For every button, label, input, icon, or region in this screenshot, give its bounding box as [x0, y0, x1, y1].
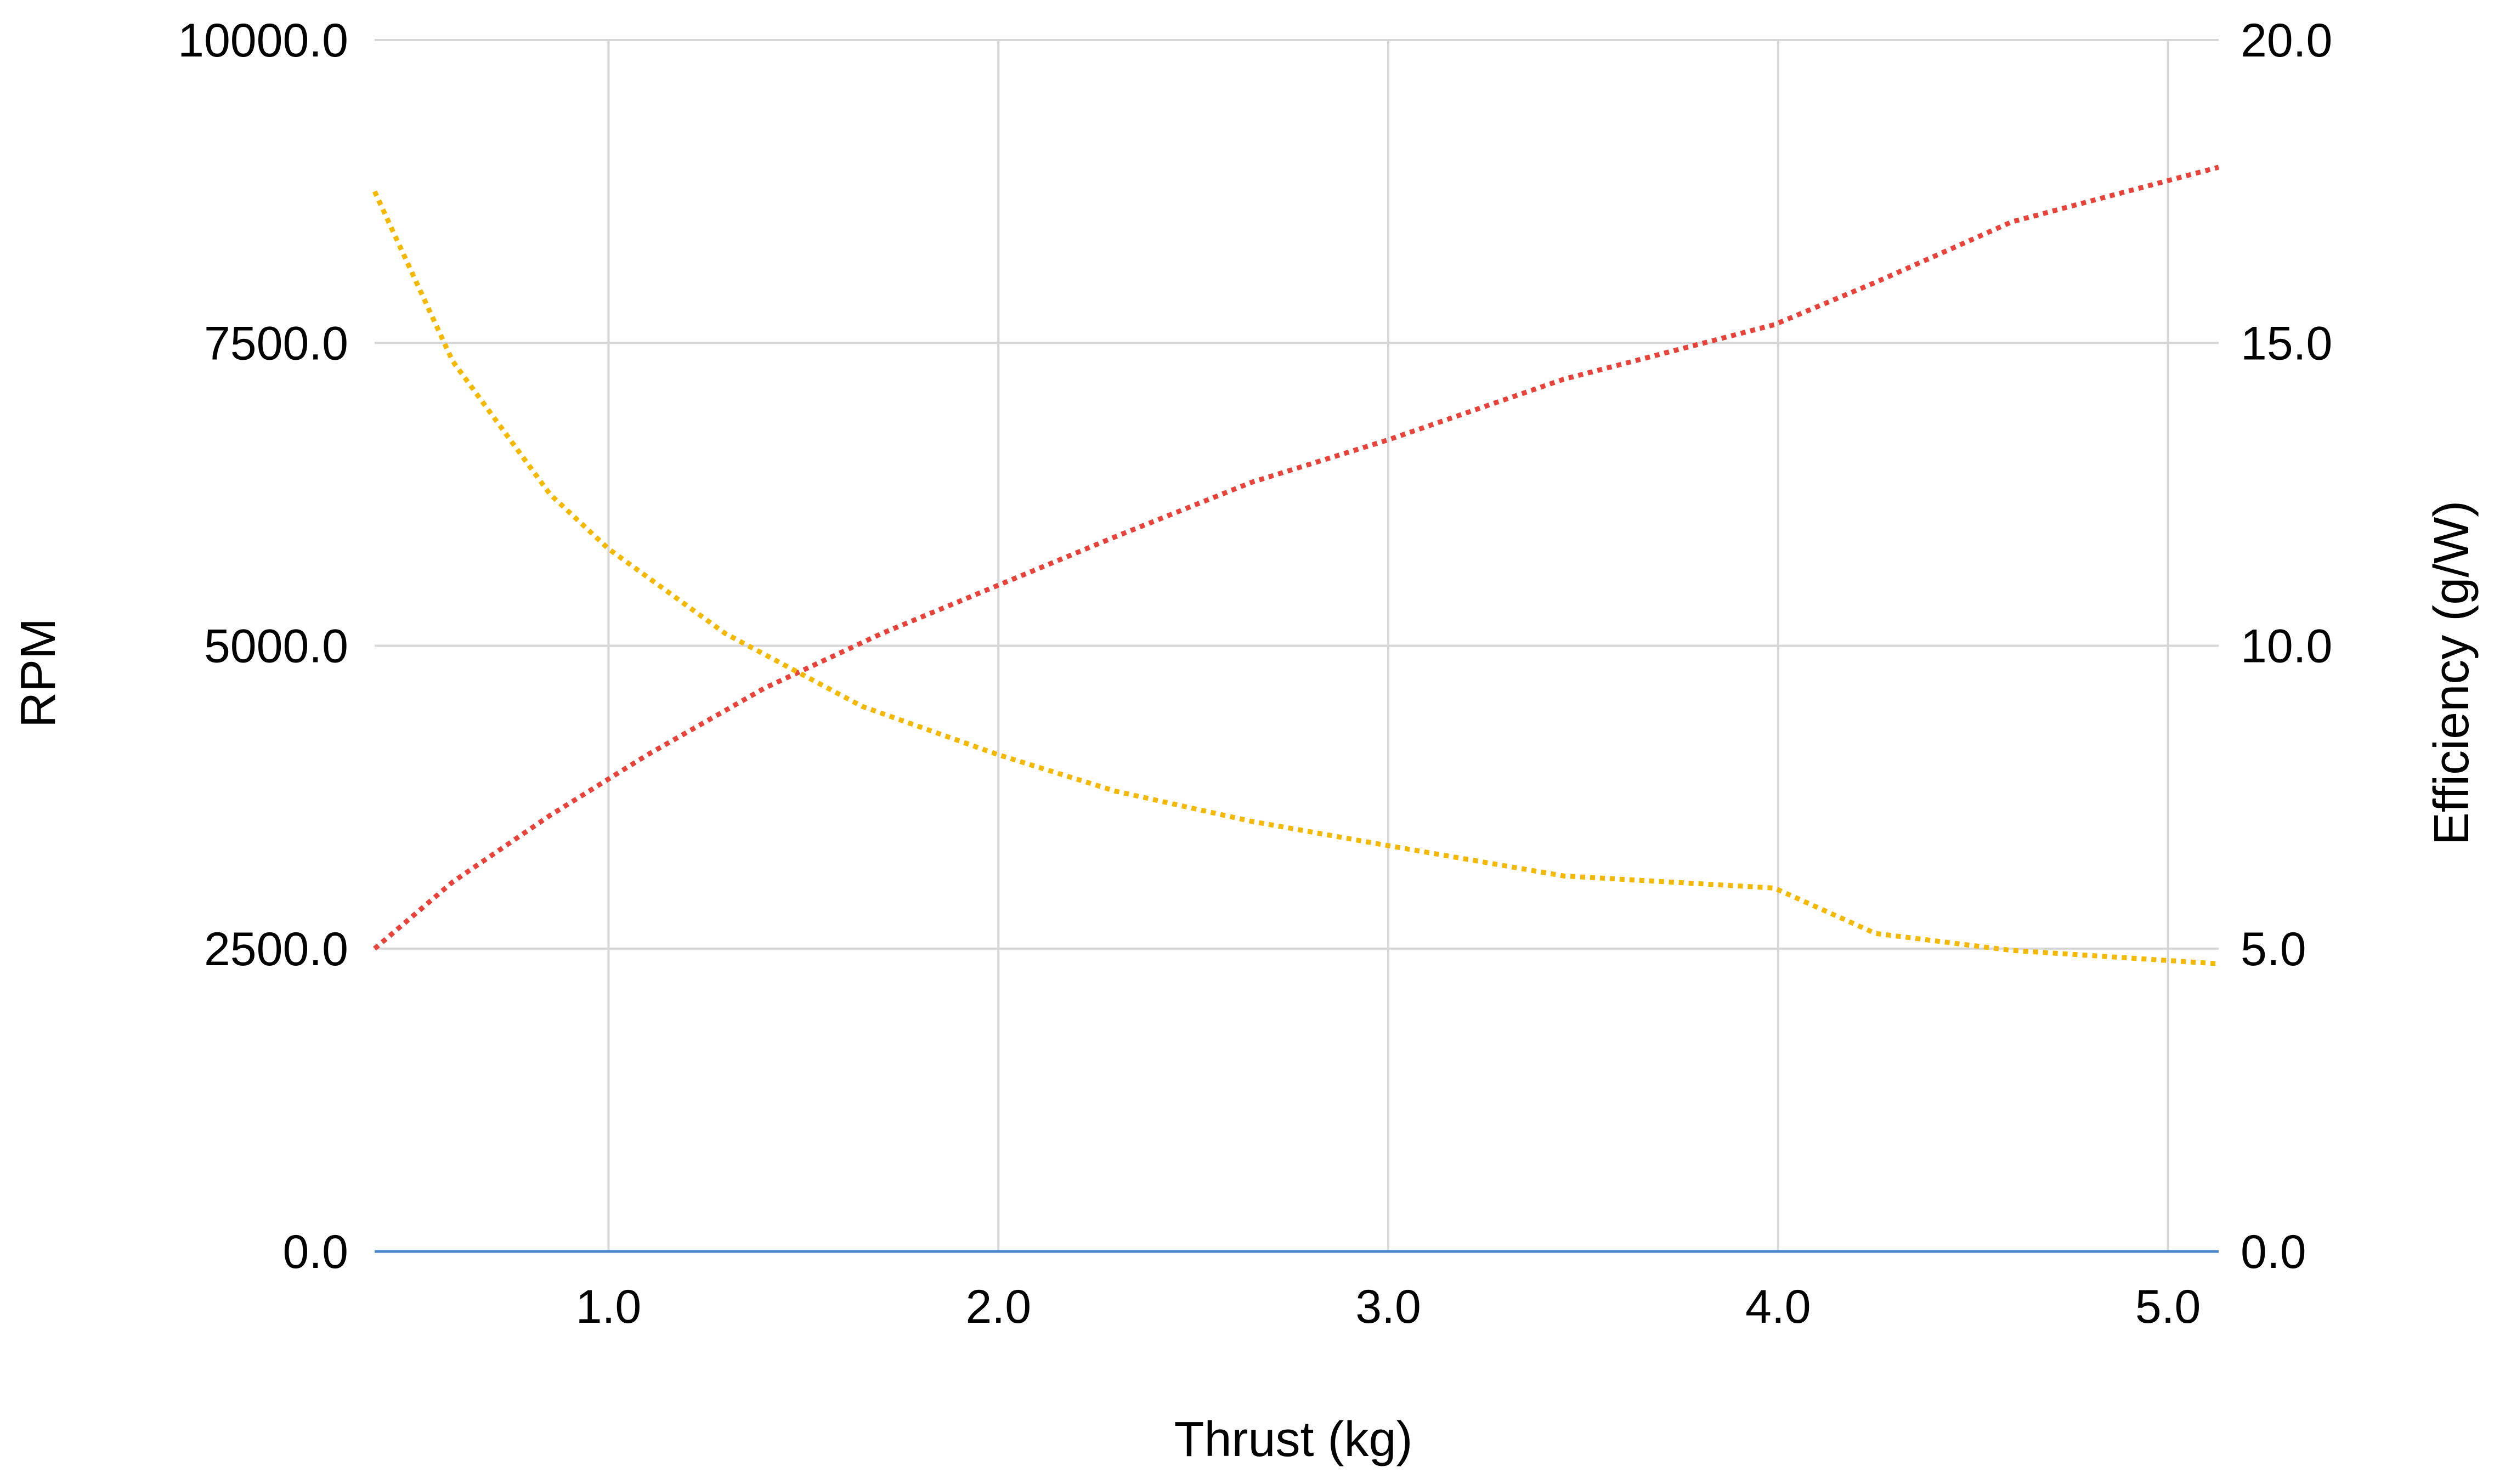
y2-tick-label: 20.0 — [2241, 14, 2332, 67]
y-tick-label: 7500.0 — [204, 317, 348, 370]
y-tick-label: 0.0 — [282, 1226, 348, 1278]
x-tick-label: 5.0 — [2135, 1281, 2201, 1333]
grid-layer — [375, 39, 2219, 1251]
tick-layer: 0.0 2500.0 5000.0 7500.0 10000.0 0.0 5.0 10.0 15… — [178, 14, 2332, 1333]
y2-tick-label: 0.0 — [2241, 1226, 2306, 1278]
x-axis-title: Thrust (kg) — [1174, 1412, 1412, 1467]
x-tick-label: 4.0 — [1745, 1281, 1811, 1333]
y-tick-label: 10000.0 — [178, 14, 348, 67]
y2-tick-label: 5.0 — [2241, 923, 2306, 976]
x-tick-label: 2.0 — [965, 1281, 1031, 1333]
y2-tick-label: 10.0 — [2241, 620, 2332, 673]
y-tick-label: 5000.0 — [204, 620, 348, 673]
series-layer — [372, 165, 2220, 1253]
x-tick-label: 3.0 — [1355, 1281, 1421, 1333]
y2-axis-title: Efficiency (g/W) — [2424, 501, 2479, 845]
y-tick-label: 2500.0 — [204, 923, 348, 976]
y-axis-title: RPM — [11, 618, 66, 728]
series-line-1 — [373, 165, 2220, 951]
y2-tick-label: 15.0 — [2241, 317, 2332, 370]
x-tick-label: 1.0 — [576, 1281, 642, 1333]
series-line-2 — [372, 190, 2219, 966]
